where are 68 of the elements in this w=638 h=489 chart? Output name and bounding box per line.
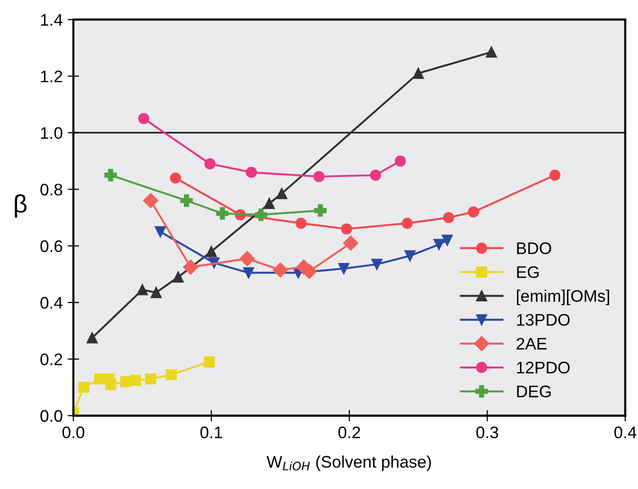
x-tick-label: 0.0 (62, 426, 84, 438)
point (105, 378, 116, 390)
point (340, 223, 352, 234)
point (394, 155, 406, 167)
point (412, 68, 424, 79)
y-tick-label: 0.4 (40, 296, 62, 309)
y-tick-label: 0.6 (40, 240, 62, 252)
x-tick-label: 0.2 (338, 426, 360, 438)
point (204, 356, 215, 368)
point (295, 218, 307, 229)
y-tick-label: 0.0 (40, 410, 62, 422)
x-tick-label: 0.3 (476, 426, 498, 438)
point (170, 172, 182, 184)
point (166, 369, 177, 380)
legend-label: EG (517, 266, 539, 278)
x-tick-label: 0.4 (614, 426, 636, 438)
point (246, 166, 257, 178)
point (442, 234, 453, 246)
point (143, 193, 158, 208)
point (78, 382, 90, 393)
point (216, 207, 229, 220)
point (204, 158, 216, 170)
point (180, 194, 193, 207)
point (138, 113, 150, 124)
point (206, 246, 217, 258)
point (264, 198, 275, 210)
y-tick-label: 0.8 (40, 184, 62, 196)
point (136, 284, 148, 296)
legend-label: 13PDO (517, 314, 570, 326)
y-tick-label: 1.4 (41, 14, 62, 26)
point (183, 260, 198, 275)
point (402, 218, 413, 229)
point (120, 376, 132, 388)
legend-label: 2AE (516, 338, 547, 350)
point (549, 170, 560, 181)
point (338, 262, 350, 274)
legend-label: DEG (517, 386, 551, 398)
point (243, 267, 254, 278)
legend-label: 12PDO (517, 362, 570, 374)
legend-label: [emim][OMs] (516, 290, 610, 306)
point (145, 373, 156, 384)
point (370, 170, 382, 181)
point (104, 168, 117, 182)
x-tick-label: 0.1 (200, 426, 222, 438)
legend-label: BDO (517, 242, 552, 254)
point (443, 212, 454, 224)
point (433, 238, 445, 250)
point (130, 374, 142, 386)
point (154, 226, 166, 238)
point (272, 262, 288, 278)
point (313, 171, 325, 182)
y-tick-label: 1.0 (41, 127, 62, 139)
y-tick-label: 0.2 (40, 353, 62, 366)
point (486, 46, 497, 58)
point (172, 271, 184, 283)
point (254, 208, 268, 222)
point (404, 250, 416, 262)
point (371, 258, 382, 270)
point (343, 236, 358, 251)
point (276, 188, 288, 200)
y-axis-title: β (14, 194, 27, 218)
x-axis-title: W$_{LiOH}$ (Solvent phase) (266, 455, 431, 472)
point (240, 251, 255, 266)
point (468, 206, 480, 218)
point (86, 332, 98, 344)
y-tick-label: 1.2 (41, 70, 62, 82)
point (150, 287, 162, 298)
point (314, 204, 327, 217)
